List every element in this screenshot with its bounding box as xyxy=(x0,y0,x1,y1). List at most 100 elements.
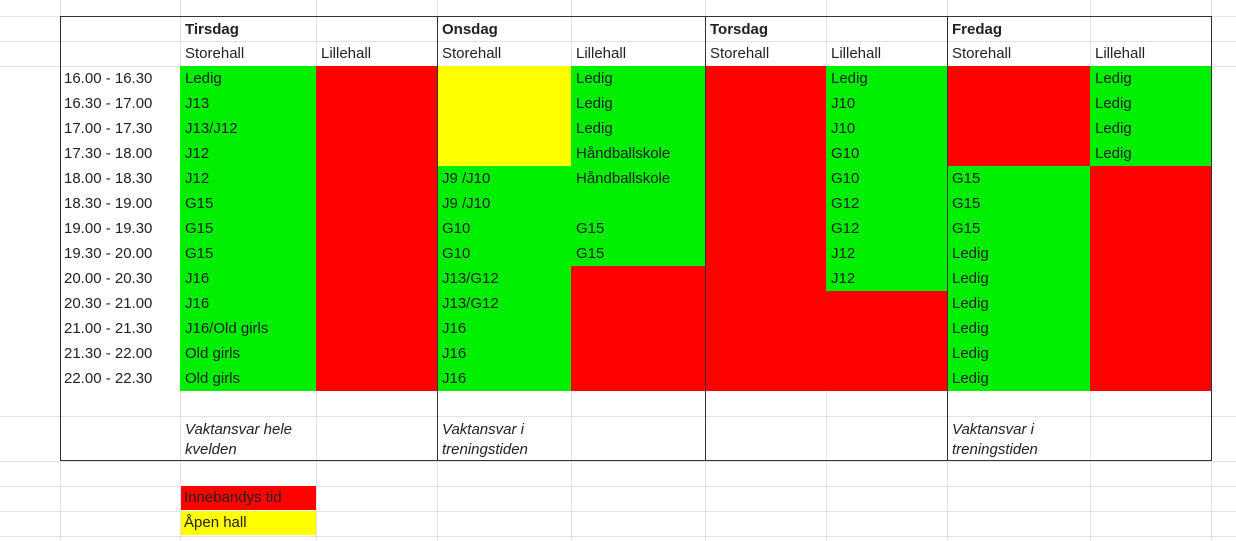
schedule-cell[interactable]: Håndballskole xyxy=(576,170,671,187)
schedule-cell[interactable]: Ledig xyxy=(1095,95,1132,112)
block-ledig xyxy=(180,66,316,391)
hall-header: Storehall xyxy=(442,45,502,62)
border xyxy=(60,16,1211,17)
note-onsdag: Vaktansvar i treningstiden xyxy=(442,421,528,458)
block-ledig xyxy=(571,66,705,266)
schedule-cell[interactable]: J12 xyxy=(185,145,210,162)
schedule-cell[interactable]: J16 xyxy=(185,295,210,312)
schedule-cell[interactable]: Ledig xyxy=(952,345,989,362)
schedule-cell[interactable]: G15 xyxy=(952,220,981,237)
schedule-cell[interactable]: G10 xyxy=(831,145,860,162)
schedule-cell[interactable]: Ledig xyxy=(952,270,989,287)
day-header-onsdag: Onsdag xyxy=(442,21,498,38)
time-slot: 20.00 - 20.30 xyxy=(64,270,153,287)
gridline xyxy=(0,416,1236,417)
schedule-cell[interactable]: J13/G12 xyxy=(442,270,499,287)
schedule-cell[interactable]: J10 xyxy=(831,120,856,137)
schedule-cell[interactable]: G10 xyxy=(831,170,860,187)
schedule-cell[interactable]: J9 /J10 xyxy=(442,170,491,187)
schedule-cell[interactable]: J9 /J10 xyxy=(442,195,491,212)
hall-header: Lillehall xyxy=(321,45,372,62)
day-header-tirsdag: Tirsdag xyxy=(185,21,239,38)
schedule-cell[interactable]: G15 xyxy=(185,220,214,237)
schedule-cell[interactable]: Ledig xyxy=(185,70,222,87)
border xyxy=(437,16,438,461)
schedule-cell[interactable]: Ledig xyxy=(576,95,613,112)
schedule-cell[interactable]: Ledig xyxy=(831,70,868,87)
border xyxy=(705,16,706,461)
schedule-cell[interactable]: G15 xyxy=(185,195,214,212)
time-slot: 19.00 - 19.30 xyxy=(64,220,153,237)
block-ledig xyxy=(947,166,1090,391)
schedule-cell[interactable]: J12 xyxy=(831,270,856,287)
block-open-hall xyxy=(437,66,571,166)
schedule-cell[interactable]: Ledig xyxy=(576,70,613,87)
schedule-cell[interactable]: J13/J12 xyxy=(185,120,238,137)
gridline xyxy=(0,486,1236,487)
gridline xyxy=(0,41,1236,42)
schedule-cell[interactable]: Ledig xyxy=(952,320,989,337)
day-header-torsdag: Torsdag xyxy=(710,21,769,38)
hall-header: Lillehall xyxy=(831,45,882,62)
schedule-cell[interactable]: Ledig xyxy=(952,245,989,262)
schedule-cell[interactable]: G15 xyxy=(185,245,214,262)
time-slot: 21.00 - 21.30 xyxy=(64,320,153,337)
time-slot: 17.00 - 17.30 xyxy=(64,120,153,137)
hall-header: Storehall xyxy=(710,45,770,62)
hall-header: Lillehall xyxy=(1095,45,1146,62)
schedule-cell[interactable]: J13 xyxy=(185,95,210,112)
block-innebandy xyxy=(947,66,1090,166)
schedule-cell[interactable]: Old girls xyxy=(185,370,241,387)
schedule-cell[interactable]: J12 xyxy=(831,245,856,262)
time-slot: 18.30 - 19.00 xyxy=(64,195,153,212)
schedule-cell[interactable]: G15 xyxy=(952,170,981,187)
hall-header: Lillehall xyxy=(576,45,627,62)
schedule-cell[interactable]: J13/G12 xyxy=(442,295,499,312)
schedule-cell[interactable]: J16 xyxy=(442,320,467,337)
block-innebandy xyxy=(1090,166,1211,391)
gridline xyxy=(0,511,1236,512)
schedule-cell[interactable]: Ledig xyxy=(952,295,989,312)
schedule-cell[interactable]: G10 xyxy=(442,220,471,237)
note-tirsdag: Vaktansvar hele kvelden xyxy=(185,421,293,458)
schedule-cell[interactable]: G12 xyxy=(831,195,860,212)
schedule-cell[interactable]: G15 xyxy=(576,220,605,237)
schedule-cell[interactable]: G10 xyxy=(442,245,471,262)
gridline xyxy=(0,461,1236,462)
schedule-cell[interactable]: Ledig xyxy=(952,370,989,387)
legend-open-hall: Åpen hall xyxy=(181,511,316,535)
block-innebandy xyxy=(826,291,947,391)
block-ledig xyxy=(1090,66,1211,166)
border xyxy=(947,16,948,461)
schedule-cell[interactable]: J16 xyxy=(442,370,467,387)
time-slot: 18.00 - 18.30 xyxy=(64,170,153,187)
note-fredag: Vaktansvar i treningstiden xyxy=(952,421,1038,458)
time-slot: 16.00 - 16.30 xyxy=(64,70,153,87)
time-slot: 21.30 - 22.00 xyxy=(64,345,153,362)
schedule-cell[interactable]: J12 xyxy=(185,170,210,187)
schedule-cell[interactable]: J16/Old girls xyxy=(185,320,269,337)
schedule-cell[interactable]: G12 xyxy=(831,220,860,237)
schedule-cell[interactable]: Ledig xyxy=(576,120,613,137)
schedule-cell[interactable]: G15 xyxy=(952,195,981,212)
legend-innebandy: Innebandys tid xyxy=(181,486,316,510)
schedule-cell[interactable]: Ledig xyxy=(1095,145,1132,162)
time-slot: 20.30 - 21.00 xyxy=(64,295,153,312)
schedule-cell[interactable]: G15 xyxy=(576,245,605,262)
time-slot: 16.30 - 17.00 xyxy=(64,95,153,112)
border xyxy=(60,16,61,461)
block-ledig xyxy=(437,166,571,391)
schedule-cell[interactable]: J16 xyxy=(185,270,210,287)
block-innebandy xyxy=(316,66,437,391)
schedule-cell[interactable]: Ledig xyxy=(1095,120,1132,137)
border xyxy=(1211,16,1212,461)
schedule-cell[interactable]: Håndballskole xyxy=(576,145,671,162)
hall-header: Storehall xyxy=(185,45,245,62)
schedule-cell[interactable]: J16 xyxy=(442,345,467,362)
block-ledig xyxy=(826,66,947,291)
block-innebandy xyxy=(705,66,826,391)
time-slot: 22.00 - 22.30 xyxy=(64,370,153,387)
schedule-cell[interactable]: Old girls xyxy=(185,345,241,362)
schedule-cell[interactable]: J10 xyxy=(831,95,856,112)
schedule-cell[interactable]: Ledig xyxy=(1095,70,1132,87)
